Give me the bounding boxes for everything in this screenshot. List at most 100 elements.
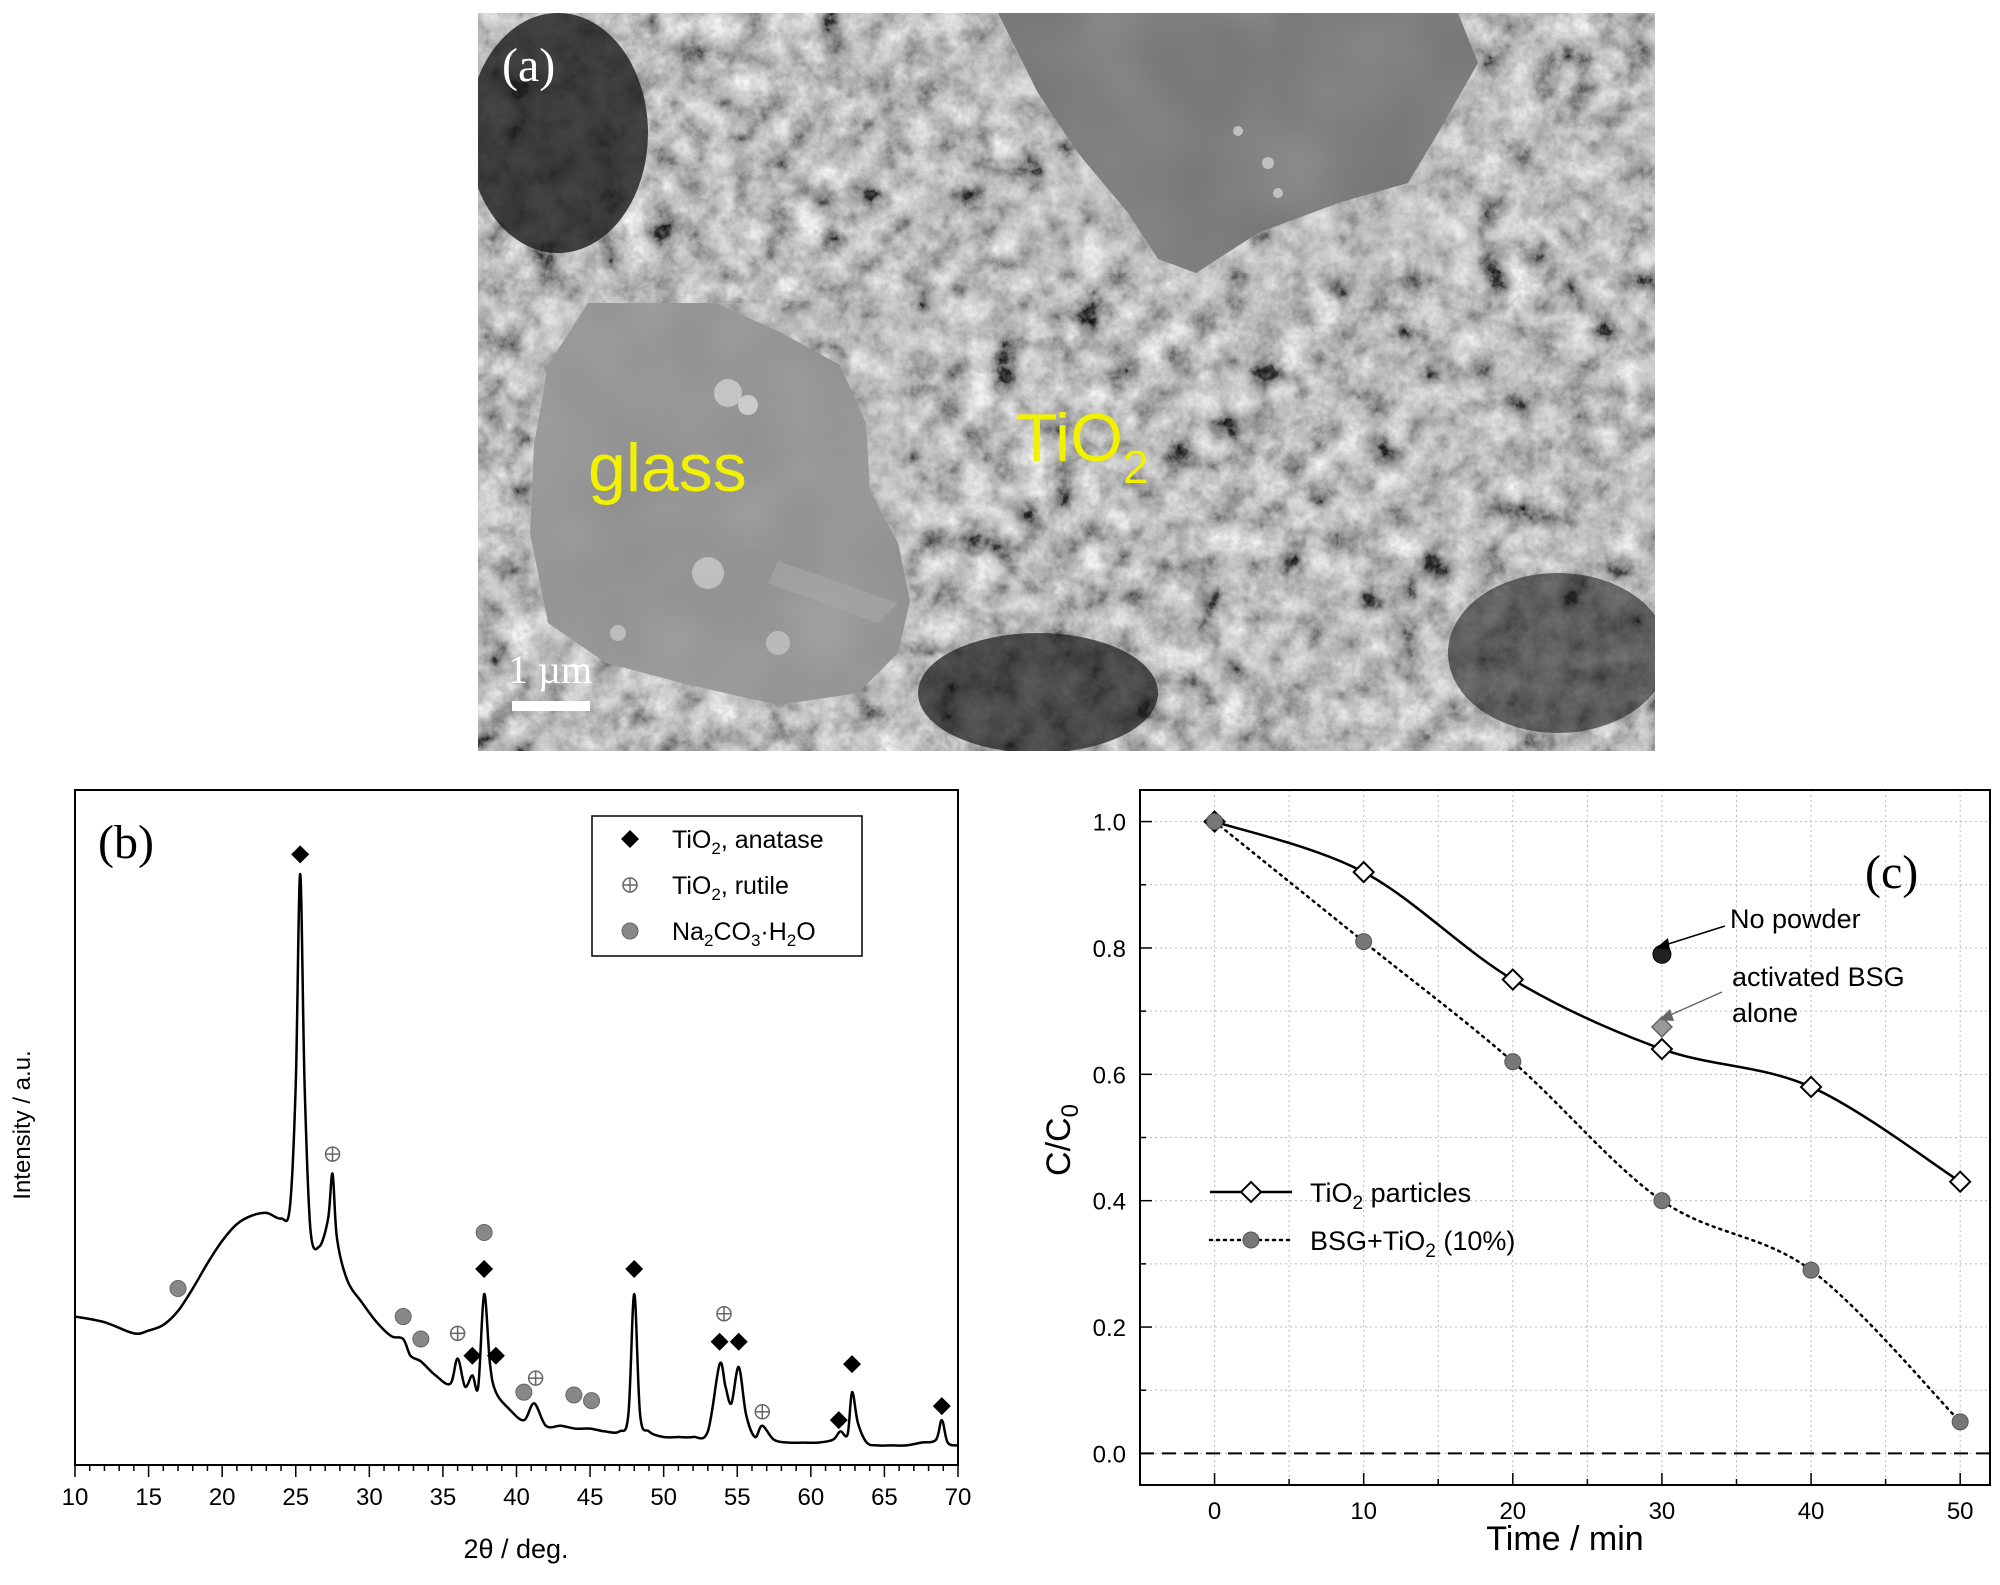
legend-tio2-marker [1239, 1180, 1263, 1204]
rutile-peak-marker [716, 1306, 732, 1322]
legend-bsg-text: BSG+TiO2 (10%) [1310, 1226, 1515, 1262]
no-powder-text: No powder [1730, 904, 1861, 934]
bsg-tio2-point [1951, 1413, 1969, 1431]
kinetics-y-tick-label: 0.8 [1093, 936, 1126, 963]
bsg-tio2-point [1206, 813, 1224, 831]
legend-na2co3-text: Na2CO3·H2O [672, 918, 816, 950]
tio2-label: TiO2 [1016, 400, 1149, 493]
legend-na2co3-marker [621, 922, 639, 940]
xrd-x-axis-label: 2θ / deg. [463, 1534, 568, 1564]
tio2-particles-point [1799, 1075, 1823, 1099]
activated-bsg-annotation: activated BSG alone [1659, 962, 1905, 1028]
anatase-peak-marker [710, 1332, 729, 1351]
no-powder-arrow [1664, 925, 1726, 946]
kinetics-chart: (c) Time / min C/C0 0 10 20 30 40 50 0.0 0.2 0.4… [1040, 789, 1991, 1558]
bsg-tio2-line [1213, 820, 1962, 1424]
xrd-x-tick-label: 40 [503, 1484, 530, 1511]
kinetics-y-tick-label: 0.0 [1093, 1441, 1126, 1468]
tio2-particles-point [1352, 860, 1376, 884]
xrd-x-tick-label: 65 [871, 1484, 898, 1511]
anatase-peak-marker [486, 1346, 505, 1365]
rutile-peak-marker [324, 1146, 341, 1162]
anatase-peak-marker [729, 1332, 748, 1351]
xrd-peak-markers [169, 845, 951, 1430]
bsg-tio2-point [1504, 1053, 1522, 1071]
na2co3-peak-marker [475, 1224, 493, 1242]
anatase-peak-marker [475, 1259, 494, 1278]
activated-bsg-point [1650, 1015, 1673, 1038]
activated-bsg-arrow [1667, 991, 1723, 1017]
anatase-peak-marker [829, 1411, 848, 1430]
kinetics-y-tick-label: 0.4 [1093, 1189, 1126, 1216]
tio2-particles-point [1948, 1170, 1972, 1194]
anatase-peak-marker [291, 845, 310, 864]
kinetics-markers [1203, 810, 1972, 1431]
kinetics-y-tick-label: 1.0 [1093, 810, 1126, 837]
bsg-tio2-point [1355, 933, 1373, 951]
activated-bsg-text-1: activated BSG [1732, 962, 1905, 992]
xrd-chart: (b) 2θ / deg. Intensity / a.u. TiO2, ana… [9, 789, 972, 1564]
panel-b-label: (b) [98, 816, 154, 869]
xrd-x-tick-label: 30 [356, 1484, 383, 1511]
na2co3-peak-marker [515, 1383, 533, 1401]
xrd-legend: TiO2, anatase TiO2, rutile Na2CO3·H2O [591, 815, 863, 957]
scale-bar [512, 701, 590, 711]
kinetics-x-tick-label: 40 [1798, 1498, 1825, 1525]
na2co3-peak-marker [169, 1280, 187, 1298]
activated-bsg-text-2: alone [1732, 998, 1798, 1028]
legend-anatase-text: TiO2, anatase [672, 826, 824, 858]
kinetics-y-tick-label: 0.2 [1093, 1315, 1126, 1342]
xrd-x-tick-label: 55 [724, 1484, 751, 1511]
rutile-peak-marker [449, 1325, 466, 1342]
kinetics-panel: (c) Time / min C/C0 0 10 20 30 40 50 0.0 0.2 0.4… [1010, 780, 2000, 1580]
sem-panel: (a) glass TiO2 1 µm [478, 13, 1655, 751]
anatase-peak-marker [843, 1355, 862, 1374]
xrd-x-axis: 10 15 20 25 30 35 40 45 50 55 60 65 70 [62, 1465, 972, 1511]
xrd-x-tick-label: 15 [135, 1484, 162, 1511]
legend-rutile-marker [622, 877, 638, 893]
legend-tio2-text: TiO2 particles [1310, 1178, 1471, 1214]
xrd-x-tick-label: 50 [650, 1484, 677, 1511]
xrd-x-tick-label: 45 [577, 1484, 604, 1511]
na2co3-peak-marker [412, 1330, 430, 1348]
legend-bsg-marker [1242, 1231, 1260, 1249]
scale-bar-label: 1 µm [508, 647, 592, 692]
legend-rutile-text: TiO2, rutile [672, 872, 789, 904]
sem-micrograph: (a) glass TiO2 1 µm [478, 13, 1655, 751]
panel-c-label: (c) [1865, 846, 1918, 899]
kinetics-axes: 0 10 20 30 40 50 0.0 0.2 0.4 0.6 0.8 1.0 [1093, 810, 1974, 1525]
kinetics-grid [1140, 790, 1990, 1485]
kinetics-x-axis-label: Time / min [1486, 1520, 1643, 1558]
xrd-x-tick-label: 35 [430, 1484, 457, 1511]
rutile-peak-marker [754, 1404, 771, 1420]
glass-label: glass [588, 430, 747, 506]
anatase-peak-marker [932, 1397, 951, 1416]
rutile-peak-marker [527, 1370, 544, 1386]
na2co3-peak-marker [565, 1386, 583, 1404]
xrd-x-tick-label: 60 [797, 1484, 824, 1511]
tio2-particles-point [1650, 1037, 1674, 1061]
kinetics-legend: TiO2 particles BSG+TiO2 (10%) [1208, 1178, 1515, 1262]
na2co3-peak-marker [394, 1308, 412, 1326]
tio2-particles-point [1501, 968, 1525, 991]
no-powder-annotation: No powder [1656, 904, 1861, 950]
kinetics-x-tick-label: 10 [1350, 1498, 1377, 1525]
kinetics-x-tick-label: 20 [1499, 1498, 1526, 1525]
anatase-peak-marker [625, 1259, 644, 1278]
bsg-tio2-point [1653, 1192, 1671, 1210]
panel-a-label: (a) [502, 39, 555, 92]
na2co3-peak-marker [583, 1392, 601, 1410]
xrd-x-tick-label: 20 [209, 1484, 236, 1511]
kinetics-y-axis-label: C/C0 [1040, 1104, 1084, 1176]
kinetics-x-tick-label: 30 [1649, 1498, 1676, 1525]
kinetics-y-tick-label: 0.6 [1093, 1062, 1126, 1089]
legend-anatase-marker [621, 830, 639, 848]
xrd-y-axis-label: Intensity / a.u. [9, 1050, 36, 1199]
xrd-x-tick-label: 25 [282, 1484, 309, 1511]
kinetics-x-tick-label: 50 [1947, 1498, 1974, 1525]
xrd-x-tick-label: 10 [62, 1484, 89, 1511]
bsg-tio2-point [1802, 1261, 1820, 1279]
xrd-x-tick-label: 70 [945, 1484, 972, 1511]
xrd-pattern-line [74, 872, 959, 1447]
kinetics-x-tick-label: 0 [1208, 1498, 1221, 1525]
